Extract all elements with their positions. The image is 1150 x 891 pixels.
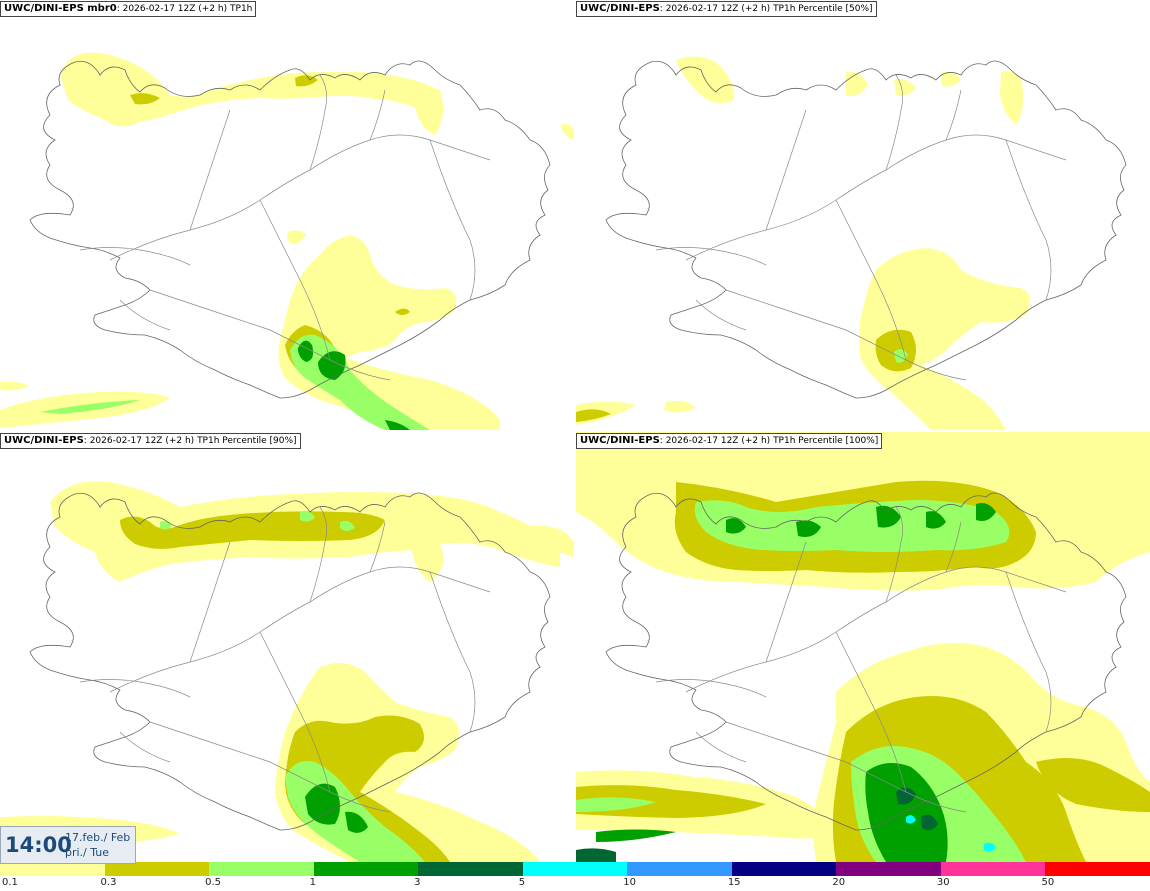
colorbar-tick-label: 3: [414, 877, 421, 888]
panel-title: UWC/DINI-EPS: 2026-02-17 12Z (+2 h) TP1h…: [0, 433, 301, 449]
precip-map: [576, 432, 1150, 862]
road-line: [685, 566, 1067, 693]
road-line: [835, 199, 907, 361]
colorbar-segment: [209, 862, 315, 876]
coastline-and-roads: [29, 492, 551, 831]
valid-time-box: 14:00 17.feb./ Feb þri./ Tue: [0, 826, 136, 864]
map-panel-p90: UWC/DINI-EPS: 2026-02-17 12Z (+2 h) TP1h…: [0, 432, 574, 862]
colorbar-segment: [1045, 862, 1150, 876]
panel-title: UWC/DINI-EPS: 2026-02-17 12Z (+2 h) TP1h…: [576, 1, 877, 17]
panel-title: UWC/DINI-EPS: 2026-02-17 12Z (+2 h) TP1h…: [576, 433, 883, 449]
colorbar-tick-label: 50: [1041, 877, 1055, 888]
road-line: [369, 89, 386, 141]
precip-very-heavy: [596, 503, 996, 862]
map-panel-p100: UWC/DINI-EPS: 2026-02-17 12Z (+2 h) TP1h…: [576, 432, 1150, 862]
map-panel-mbr0: UWC/DINI-EPS mbr0: 2026-02-17 12Z (+2 h)…: [0, 0, 574, 430]
road-line: [119, 731, 171, 763]
road-line: [765, 109, 807, 231]
road-line: [309, 506, 327, 603]
colorbar-tick-label: 0.1: [2, 877, 18, 888]
map-panel-p50: UWC/DINI-EPS: 2026-02-17 12Z (+2 h) TP1h…: [576, 0, 1150, 430]
road-line: [655, 247, 767, 266]
road-line: [149, 289, 391, 381]
road-line: [695, 299, 747, 331]
colorbar-segment: [313, 862, 420, 876]
colorbar-tick-label: 0.5: [205, 877, 221, 888]
colorbar-tick-label: 5: [518, 877, 526, 888]
road-line: [695, 731, 747, 763]
precip-map: [576, 56, 1127, 430]
road-line: [945, 89, 962, 141]
valid-date: 17.feb./ Feb: [65, 831, 131, 844]
coastline: [605, 492, 1127, 831]
precip-light: [576, 56, 1030, 430]
precip-map: [0, 52, 574, 430]
road-line: [189, 109, 231, 231]
precip-map: [0, 481, 574, 862]
road-line: [109, 566, 491, 693]
road-line: [79, 679, 191, 698]
road-line: [429, 139, 476, 301]
coastline-and-roads: [605, 60, 1127, 399]
coastline-and-roads: [29, 60, 551, 399]
colorbar-tick-label: 15: [727, 877, 741, 888]
road-line: [369, 521, 386, 573]
coastline-and-roads: [605, 492, 1127, 831]
coastline: [605, 60, 1127, 399]
colorbar-segment: [731, 862, 838, 876]
road-line: [119, 299, 171, 331]
panel-title: UWC/DINI-EPS mbr0: 2026-02-17 12Z (+2 h)…: [0, 1, 257, 17]
colorbar-tick-label: 30: [936, 877, 950, 888]
precip-moderate: [0, 511, 450, 862]
road-line: [429, 571, 476, 733]
road-line: [149, 721, 391, 813]
road-line: [655, 679, 767, 698]
coastline: [29, 60, 551, 399]
road-line: [945, 521, 962, 573]
road-line: [109, 134, 491, 261]
road-line: [1005, 139, 1052, 301]
colorbar-tick-label: 10: [623, 877, 636, 888]
colorbar-segment: [104, 862, 211, 876]
precip-intense: [576, 787, 938, 862]
road-line: [1005, 571, 1052, 733]
road-line: [835, 631, 907, 793]
colorbar-segment: [940, 862, 1047, 876]
road-line: [885, 506, 903, 603]
road-line: [259, 199, 331, 361]
road-line: [765, 541, 807, 663]
precip-very-heavy: [305, 783, 368, 833]
colorbar-segment: [836, 862, 942, 876]
valid-time: 14:00: [5, 833, 72, 857]
road-line: [685, 134, 1067, 261]
road-line: [79, 247, 191, 266]
road-line: [725, 721, 967, 813]
precip-moderate: [576, 329, 916, 422]
road-line: [885, 74, 903, 171]
colorbar-segment: [418, 862, 524, 876]
colorbar-tick-label: 0.3: [100, 877, 117, 888]
colorbar: 0.1 0.3 0.5 1 3 5 10 15 20 30 50: [0, 862, 1150, 891]
precip-extreme: [906, 815, 996, 852]
valid-weekday: þri./ Tue: [65, 846, 110, 859]
road-line: [259, 631, 331, 793]
colorbar-tick-label: 1: [309, 877, 316, 888]
colorbar-segment: [627, 862, 733, 876]
road-line: [725, 289, 967, 381]
colorbar-segment: [522, 862, 629, 876]
colorbar-tick-label: 20: [832, 877, 846, 888]
coastline: [29, 492, 551, 831]
road-line: [189, 541, 231, 663]
road-line: [309, 74, 327, 171]
colorbar-segment: [0, 862, 106, 876]
